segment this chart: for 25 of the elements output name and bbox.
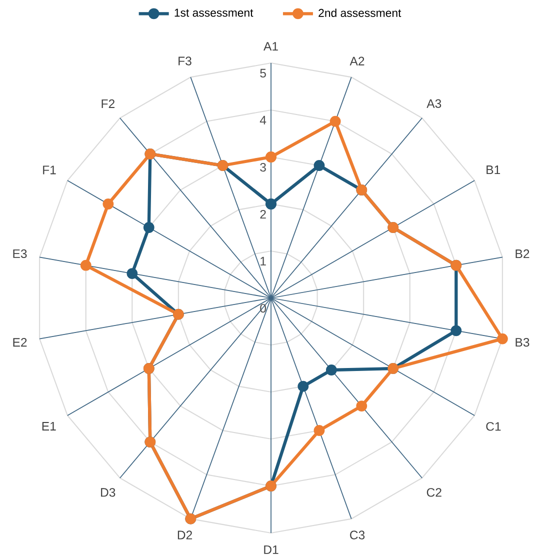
spoke-label: D2 (178, 530, 192, 540)
y-tick-label: 2 (260, 210, 266, 219)
spoke-label: C3 (350, 530, 365, 540)
spoke-label: A1 (264, 42, 278, 51)
y-tick-label: 1 (260, 256, 266, 266)
spoke-label: B3 (516, 338, 530, 347)
spoke-label: C2 (426, 488, 442, 497)
legend-label: 2nd assessment (318, 8, 402, 17)
spoke-label: E2 (13, 338, 27, 347)
spoke-label: F3 (178, 56, 192, 66)
spoke-label: B1 (486, 166, 500, 174)
spoke-label: D1 (264, 545, 278, 554)
spoke-label: A3 (426, 99, 442, 108)
y-tick-label: 3 (260, 162, 266, 172)
y-tick-label: 5 (260, 68, 266, 78)
spoke-label: C1 (486, 422, 501, 431)
y-tick-label: 4 (260, 116, 266, 124)
spoke-label: D3 (101, 488, 116, 497)
spoke-label: F1 (43, 166, 56, 174)
legend-label: 1st assessment (174, 8, 254, 17)
spoke-label: E1 (42, 422, 56, 430)
spoke-label: E3 (13, 249, 27, 258)
spoke-label: A2 (350, 56, 364, 66)
spoke-label: B2 (516, 249, 530, 258)
spoke-label: F2 (102, 99, 114, 108)
